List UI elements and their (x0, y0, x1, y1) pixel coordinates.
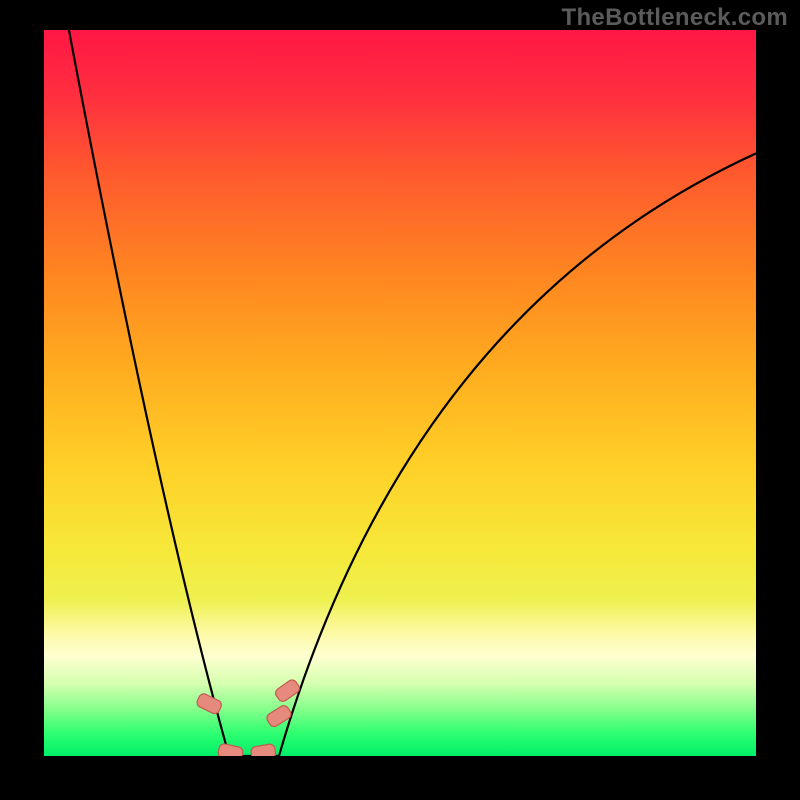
chart-container: TheBottleneck.com (0, 0, 800, 800)
plot-background-gradient (44, 30, 756, 756)
bottleneck-chart (0, 0, 800, 800)
